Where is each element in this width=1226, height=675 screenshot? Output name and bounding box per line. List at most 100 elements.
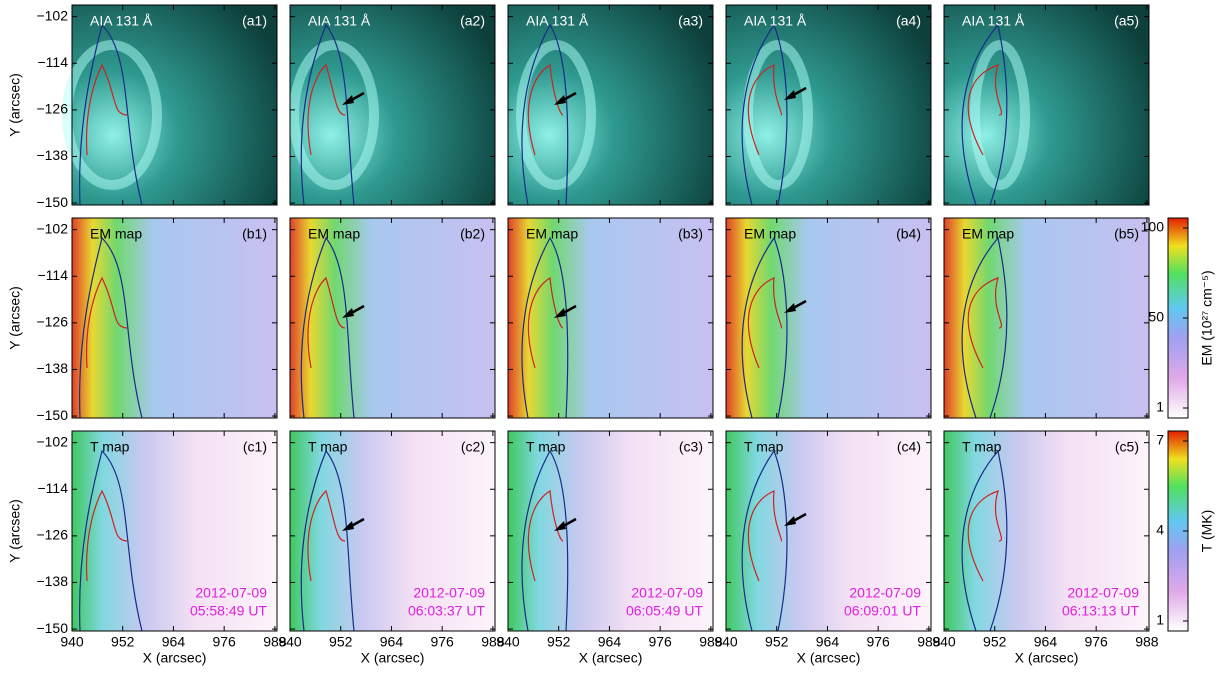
colorbar-tick-label: 50 bbox=[1148, 309, 1164, 325]
panel-id: (a1) bbox=[242, 13, 267, 29]
panel-id: (c3) bbox=[679, 439, 703, 455]
map-image bbox=[726, 431, 931, 631]
x-axis-label: X (arcsec) bbox=[1015, 650, 1079, 666]
map-image bbox=[944, 218, 1149, 418]
y-tick-label: −126 bbox=[36, 527, 68, 543]
y-tick-label: −138 bbox=[36, 573, 68, 589]
panel-id: (b2) bbox=[460, 226, 485, 242]
panel-title: EM map bbox=[744, 226, 796, 242]
map-image bbox=[290, 5, 495, 205]
x-tick-label: 940 bbox=[932, 634, 956, 650]
panel-title: EM map bbox=[962, 226, 1014, 242]
timestamp-time: 06:05:49 UT bbox=[626, 603, 703, 619]
panel-id: (b3) bbox=[678, 226, 703, 242]
x-tick-label: 940 bbox=[496, 634, 520, 650]
timestamp-date: 2012-07-09 bbox=[413, 585, 485, 601]
panel-id: (b1) bbox=[242, 226, 267, 242]
y-tick-label: −126 bbox=[36, 101, 68, 117]
y-tick-label: −150 bbox=[36, 620, 68, 636]
map-image bbox=[72, 431, 277, 631]
x-tick-label: 952 bbox=[547, 634, 571, 650]
y-tick-label: −150 bbox=[36, 407, 68, 423]
x-tick-label: 940 bbox=[714, 634, 738, 650]
y-axis-label: Y (arcsec) bbox=[7, 499, 23, 563]
timestamp-date: 2012-07-09 bbox=[1067, 585, 1139, 601]
x-tick-label: 964 bbox=[1034, 634, 1058, 650]
figure: AIA 131 Å (a1) −102 −114 −126 −138 −150 AIA 131… bbox=[0, 0, 1226, 675]
y-tick-label: −114 bbox=[38, 267, 69, 283]
panel-title: AIA 131 Å bbox=[308, 13, 371, 29]
map-image bbox=[290, 218, 495, 418]
colorbar-tick-label: 1 bbox=[1156, 399, 1164, 415]
x-tick-label: 952 bbox=[329, 634, 353, 650]
panel-id: (b4) bbox=[896, 226, 921, 242]
x-tick-label: 952 bbox=[765, 634, 789, 650]
panel-title: T map bbox=[962, 439, 1002, 455]
map-image bbox=[72, 5, 277, 205]
colorbar-tick-label: 1 bbox=[1156, 612, 1164, 628]
panel-id: (a3) bbox=[678, 13, 703, 29]
timestamp-time: 06:13:13 UT bbox=[1062, 603, 1139, 619]
panel-title: EM map bbox=[526, 226, 578, 242]
panel-id: (a4) bbox=[896, 13, 921, 29]
panel-id: (c2) bbox=[461, 439, 485, 455]
x-tick-label: 964 bbox=[380, 634, 404, 650]
timestamp-date: 2012-07-09 bbox=[849, 585, 921, 601]
panel-title: T map bbox=[744, 439, 784, 455]
map-image bbox=[290, 431, 495, 631]
x-tick-label: 964 bbox=[598, 634, 622, 650]
timestamp-time: 06:03:37 UT bbox=[408, 603, 485, 619]
y-tick-label: −102 bbox=[36, 220, 68, 236]
timestamp-date: 2012-07-09 bbox=[631, 585, 703, 601]
x-tick-label: 940 bbox=[278, 634, 302, 650]
panel-title: AIA 131 Å bbox=[962, 13, 1025, 29]
colorbar-label: T (MK) bbox=[1199, 510, 1215, 553]
x-tick-label: 976 bbox=[648, 634, 672, 650]
y-tick-label: −138 bbox=[36, 147, 68, 163]
x-tick-label: 976 bbox=[430, 634, 454, 650]
map-image bbox=[508, 431, 713, 631]
y-tick-label: −114 bbox=[38, 480, 69, 496]
colorbar-tick-label: 100 bbox=[1141, 219, 1165, 235]
x-tick-label: 964 bbox=[162, 634, 186, 650]
y-tick-label: −126 bbox=[36, 314, 68, 330]
panel-id: (b5) bbox=[1114, 226, 1139, 242]
y-axis-label: Y (arcsec) bbox=[7, 286, 23, 350]
timestamp-time: 05:58:49 UT bbox=[190, 603, 267, 619]
y-tick-label: −102 bbox=[36, 433, 68, 449]
x-tick-label: 976 bbox=[866, 634, 890, 650]
panel-title: AIA 131 Å bbox=[744, 13, 807, 29]
panel-title: T map bbox=[308, 439, 348, 455]
panel-id: (c5) bbox=[1115, 439, 1139, 455]
colorbar-tick-label: 7 bbox=[1156, 432, 1164, 448]
y-tick-label: −150 bbox=[36, 194, 68, 210]
x-tick-label: 940 bbox=[60, 634, 84, 650]
panel-title: EM map bbox=[308, 226, 360, 242]
map-image bbox=[508, 218, 713, 418]
timestamp-time: 06:09:01 UT bbox=[844, 603, 921, 619]
x-axis-label: X (arcsec) bbox=[361, 650, 425, 666]
map-image bbox=[72, 218, 277, 418]
panel-id: (c1) bbox=[243, 439, 267, 455]
panel-id: (a5) bbox=[1114, 13, 1139, 29]
x-axis-label: X (arcsec) bbox=[579, 650, 643, 666]
panel-id: (a2) bbox=[460, 13, 485, 29]
panel-title: EM map bbox=[90, 226, 142, 242]
x-axis-label: X (arcsec) bbox=[143, 650, 207, 666]
y-tick-label: −114 bbox=[38, 54, 69, 70]
x-tick-label: 964 bbox=[816, 634, 840, 650]
panel-title: AIA 131 Å bbox=[526, 13, 589, 29]
x-tick-label: 976 bbox=[212, 634, 236, 650]
panel-title: AIA 131 Å bbox=[90, 13, 153, 29]
panel-title: T map bbox=[90, 439, 130, 455]
x-axis-label: X (arcsec) bbox=[797, 650, 861, 666]
colorbar-tick-label: 4 bbox=[1156, 522, 1164, 538]
map-image bbox=[944, 431, 1149, 631]
panel-id: (c4) bbox=[897, 439, 921, 455]
colorbar-label: EM (10²⁷ cm⁻⁵) bbox=[1199, 270, 1215, 365]
x-tick-label: 952 bbox=[111, 634, 135, 650]
x-tick-label: 952 bbox=[983, 634, 1007, 650]
map-image bbox=[726, 218, 931, 418]
y-tick-label: −138 bbox=[36, 360, 68, 376]
timestamp-date: 2012-07-09 bbox=[195, 585, 267, 601]
